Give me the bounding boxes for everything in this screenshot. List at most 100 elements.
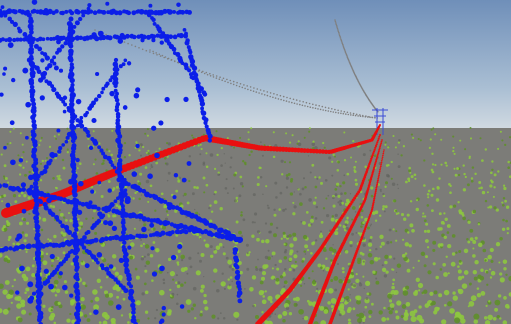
ground-point <box>166 179 169 182</box>
pylon-point <box>158 220 164 226</box>
pylon-point <box>85 129 90 135</box>
pylon-point <box>93 237 99 243</box>
vegetation-point <box>21 309 27 315</box>
pylon-point <box>70 138 76 144</box>
ground-point <box>157 236 160 239</box>
pylon-point <box>58 146 63 151</box>
ground-wire-point <box>219 76 221 78</box>
vegetation-point <box>427 196 430 199</box>
vegetation-point <box>361 252 365 256</box>
vegetation-point <box>418 305 422 309</box>
pylon-point <box>32 181 38 187</box>
ground-point <box>239 182 244 186</box>
vegetation-point <box>289 243 294 248</box>
vegetation-point <box>417 282 424 289</box>
vegetation-point <box>258 290 264 296</box>
pylon-point <box>49 59 54 64</box>
pylon-point <box>30 97 36 103</box>
ground-wire-point <box>343 110 346 113</box>
vegetation-point <box>440 138 443 141</box>
pylon-point <box>119 198 125 203</box>
pylon-point <box>117 143 123 149</box>
ground-point <box>186 272 189 275</box>
vegetation-point <box>430 128 433 131</box>
pylon-point <box>31 153 37 159</box>
pylon-point <box>47 62 53 69</box>
ground-point <box>349 244 353 248</box>
ground-wire-point <box>269 92 272 94</box>
vegetation-point <box>7 307 11 311</box>
vegetation-point <box>12 127 15 130</box>
vegetation-point <box>443 272 448 277</box>
ground-wire-point <box>232 83 235 86</box>
ground-wire-point <box>357 115 359 117</box>
vegetation-point <box>283 280 288 285</box>
vegetation-point <box>332 153 335 157</box>
pylon-point <box>35 211 40 217</box>
vegetation-point <box>0 283 4 289</box>
vegetation-point <box>424 303 430 308</box>
vegetation-point <box>387 146 390 149</box>
pylon-point <box>122 105 128 110</box>
pylon-point <box>60 44 65 49</box>
vegetation-point <box>415 277 420 282</box>
pylon-point <box>101 151 106 156</box>
vegetation-point <box>128 154 131 157</box>
pylon-point <box>40 58 45 63</box>
pylon-point <box>82 9 88 14</box>
vegetation-point <box>96 278 101 283</box>
ground-point <box>253 212 258 216</box>
ground-wire-point <box>346 55 348 57</box>
ground-wire-point <box>189 66 191 69</box>
pylon-point <box>113 199 118 204</box>
vegetation-point <box>22 217 27 222</box>
ground-point <box>315 239 318 242</box>
vegetation-point <box>349 240 353 245</box>
vegetation-point <box>384 260 388 265</box>
vegetation-point <box>414 177 417 180</box>
ground-wire-point <box>339 35 341 38</box>
vegetation-point <box>202 299 208 305</box>
pylon-point <box>108 78 113 83</box>
vegetation-point <box>497 170 500 173</box>
vegetation-point <box>66 127 69 130</box>
vegetation-point <box>215 130 218 133</box>
pylon-point <box>75 9 81 15</box>
pylon-point <box>213 225 218 230</box>
vegetation-point <box>9 130 12 133</box>
vegetation-point <box>135 301 139 305</box>
pylon-point <box>181 177 187 183</box>
vegetation-point <box>331 215 335 218</box>
vegetation-point <box>111 254 117 259</box>
pylon-point <box>12 21 18 27</box>
vegetation-point <box>203 191 206 194</box>
ground-point <box>197 252 200 255</box>
vegetation-point <box>235 220 239 224</box>
pylon-point <box>237 298 243 304</box>
vegetation-point <box>261 299 267 305</box>
vegetation-point <box>281 173 284 176</box>
ground-point <box>334 213 338 217</box>
conductor-point <box>378 147 381 150</box>
pylon-point <box>152 194 159 200</box>
vegetation-point <box>142 145 145 149</box>
ground-point <box>386 241 390 245</box>
conductor-point <box>379 167 382 169</box>
vegetation-point <box>312 146 315 150</box>
vegetation-point <box>432 248 436 252</box>
ground-wire-point <box>258 92 260 94</box>
pylon-point <box>112 71 118 77</box>
ground-wire-point <box>312 103 314 106</box>
vegetation-point <box>460 318 466 324</box>
vegetation-point <box>373 154 377 157</box>
pylon-point <box>78 180 84 187</box>
vegetation-point <box>452 295 458 301</box>
vegetation-point <box>311 241 315 246</box>
vegetation-point <box>304 186 307 189</box>
pylon-point <box>172 34 178 40</box>
vegetation-point <box>464 148 467 151</box>
ground-wire-point <box>349 62 351 64</box>
vegetation-point <box>31 272 36 278</box>
vegetation-point <box>410 316 417 323</box>
conductor-point <box>368 215 371 218</box>
